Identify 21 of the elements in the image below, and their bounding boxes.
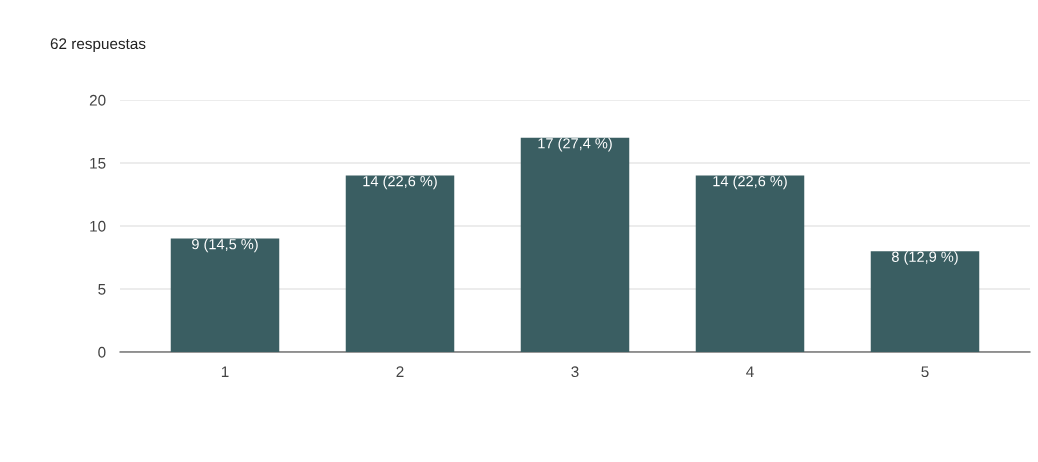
x-tick-label: 5 — [921, 366, 929, 378]
y-tick-label: 15 — [90, 158, 106, 169]
y-tick-label: 20 — [89, 94, 106, 106]
bar — [695, 175, 805, 352]
y-tick-label: 10 — [90, 220, 106, 232]
bar — [170, 238, 280, 352]
y-tick-label: 5 — [98, 284, 106, 295]
bar — [870, 251, 980, 352]
data-label: 14 (22,6 %) — [713, 175, 787, 190]
x-tick-label: 1 — [221, 366, 229, 377]
x-tick-label: 4 — [746, 366, 754, 377]
y-tick-label: 0 — [98, 346, 106, 358]
x-tick-label: 2 — [396, 366, 404, 377]
chart-title: 62 respuestas — [50, 38, 146, 53]
data-label: 8 (12,9 %) — [892, 251, 958, 265]
data-label: 9 (14,5 %) — [192, 238, 258, 253]
x-tick-label: 3 — [571, 366, 579, 378]
bar — [520, 137, 630, 352]
data-label: 14 (22,6 %) — [363, 175, 437, 190]
bar — [345, 175, 455, 352]
data-label: 17 (27,4 %) — [538, 137, 612, 152]
